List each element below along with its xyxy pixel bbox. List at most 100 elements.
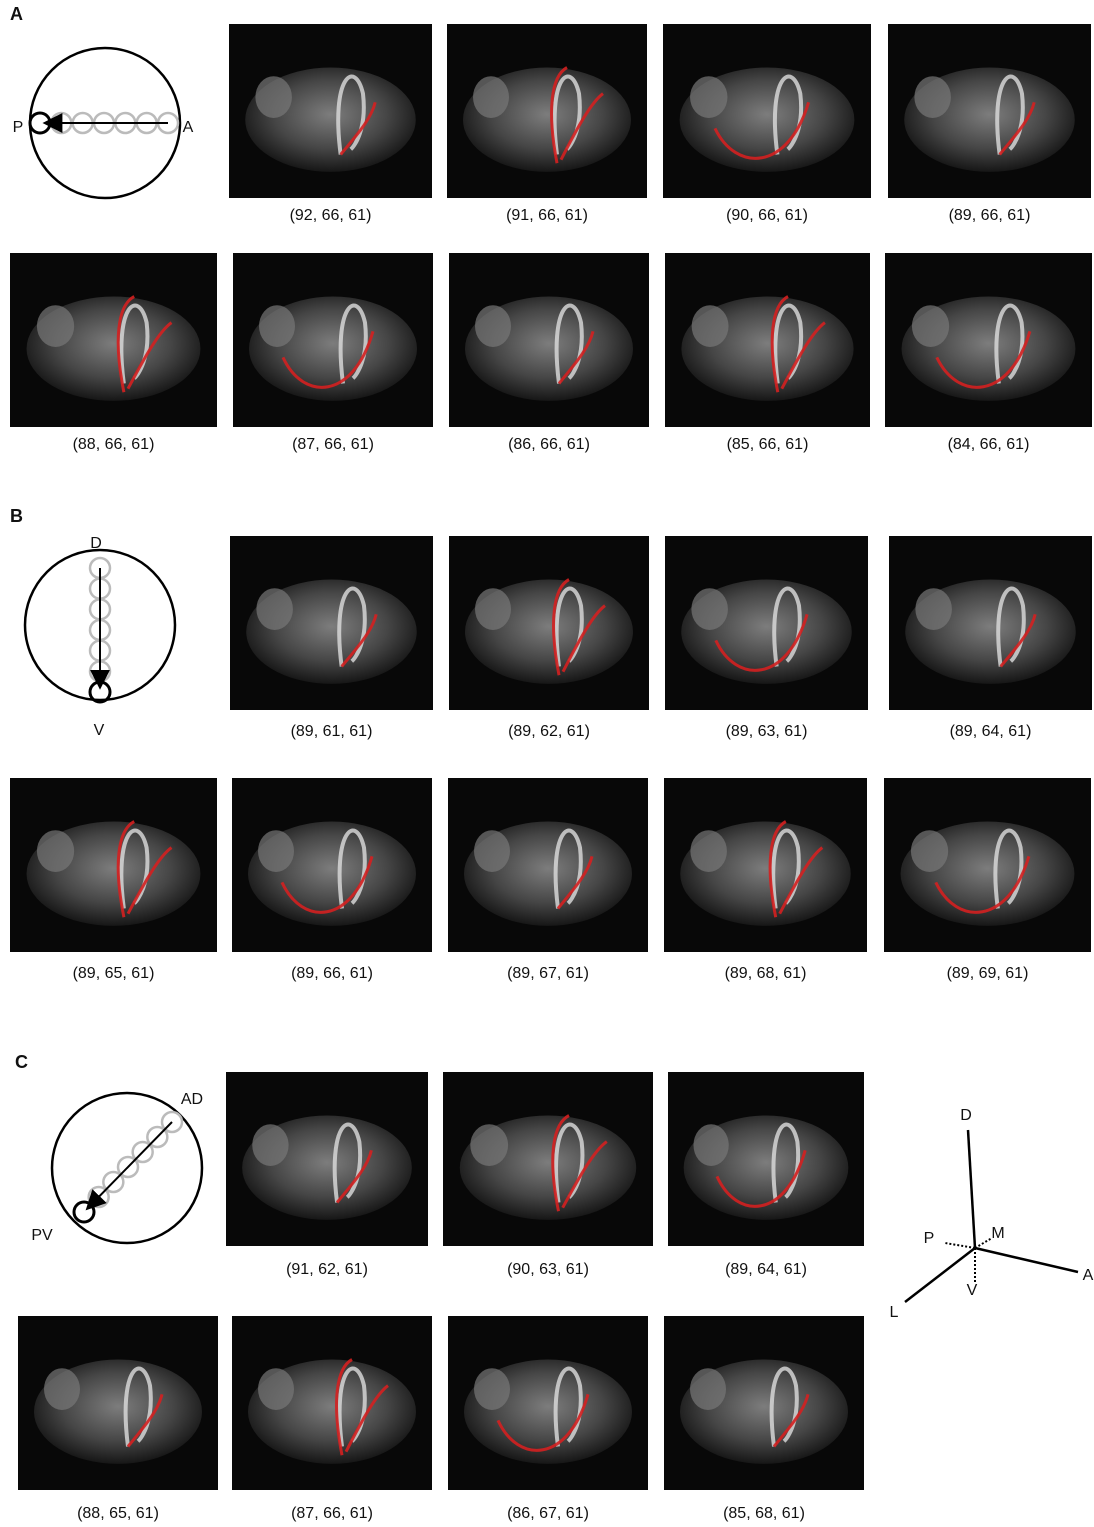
cerebellum bbox=[690, 830, 727, 872]
tract-image bbox=[232, 778, 432, 952]
image-caption: (89, 64, 61) bbox=[950, 723, 1032, 740]
direction-label: A bbox=[183, 119, 194, 136]
cerebellum bbox=[474, 1368, 510, 1410]
cerebellum bbox=[255, 76, 292, 118]
image-caption: (90, 63, 61) bbox=[507, 1261, 589, 1278]
tract-image bbox=[229, 24, 432, 198]
tract-image bbox=[448, 778, 648, 952]
tract-image bbox=[10, 253, 217, 427]
axes-diagram: D P M A V L bbox=[890, 1107, 1094, 1321]
image-caption: (87, 66, 61) bbox=[292, 436, 374, 453]
axis-label: D bbox=[960, 1107, 972, 1124]
direction-label: V bbox=[94, 722, 105, 739]
image-caption: (86, 66, 61) bbox=[508, 436, 590, 453]
direction-label: P bbox=[13, 119, 24, 136]
tract-image bbox=[665, 253, 870, 427]
tract-image bbox=[449, 253, 649, 427]
cerebellum bbox=[690, 76, 727, 118]
tract-image bbox=[448, 1316, 648, 1490]
image-caption: (89, 64, 61) bbox=[725, 1261, 807, 1278]
cerebellum bbox=[691, 588, 728, 630]
axis-line bbox=[975, 1238, 992, 1248]
cerebellum bbox=[258, 830, 294, 872]
image-caption: (89, 65, 61) bbox=[73, 965, 155, 982]
cerebellum bbox=[259, 305, 295, 347]
tract-image bbox=[18, 1316, 218, 1490]
cerebellum bbox=[915, 588, 952, 630]
cerebellum bbox=[690, 1368, 726, 1410]
axis-line bbox=[945, 1243, 975, 1248]
axis-label: L bbox=[890, 1304, 899, 1321]
image-caption: (89, 66, 61) bbox=[949, 207, 1031, 224]
image-caption: (89, 67, 61) bbox=[507, 965, 589, 982]
cerebellum bbox=[474, 830, 510, 872]
image-caption: (85, 66, 61) bbox=[727, 436, 809, 453]
cerebellum bbox=[37, 830, 74, 872]
tract-image bbox=[443, 1072, 653, 1246]
image-caption: (92, 66, 61) bbox=[290, 207, 372, 224]
cerebellum bbox=[914, 76, 951, 118]
cerebellum bbox=[252, 1124, 288, 1166]
direction-label: PV bbox=[31, 1227, 53, 1244]
tract-image bbox=[233, 253, 433, 427]
axis-label: P bbox=[924, 1230, 935, 1247]
image-caption: (89, 61, 61) bbox=[291, 723, 373, 740]
tract-image bbox=[232, 1316, 432, 1490]
tract-image bbox=[884, 778, 1091, 952]
cerebellum bbox=[692, 305, 729, 347]
tract-image bbox=[664, 778, 867, 952]
image-caption: (91, 62, 61) bbox=[286, 1261, 368, 1278]
image-caption: (89, 62, 61) bbox=[508, 723, 590, 740]
cerebellum bbox=[475, 588, 511, 630]
image-caption: (89, 69, 61) bbox=[947, 965, 1029, 982]
cerebellum bbox=[258, 1368, 294, 1410]
cerebellum bbox=[44, 1368, 80, 1410]
image-caption: (86, 67, 61) bbox=[507, 1505, 589, 1522]
image-caption: (87, 66, 61) bbox=[291, 1505, 373, 1522]
panel-label: C bbox=[15, 1052, 28, 1072]
axis-label: M bbox=[991, 1225, 1004, 1242]
tract-image bbox=[888, 24, 1091, 198]
panel-label: A bbox=[10, 4, 23, 24]
axis-label: A bbox=[1083, 1267, 1094, 1284]
image-caption: (91, 66, 61) bbox=[506, 207, 588, 224]
axis-line bbox=[905, 1248, 975, 1302]
direction-label: D bbox=[90, 535, 102, 552]
direction-label: AD bbox=[181, 1091, 203, 1108]
tract-image bbox=[885, 253, 1092, 427]
tract-image bbox=[889, 536, 1092, 710]
image-caption: (84, 66, 61) bbox=[948, 436, 1030, 453]
figure: A P A (92, 66, 61) (91, 66, 61) (90, 66, 61) (… bbox=[0, 0, 1094, 1527]
image-caption: (88, 66, 61) bbox=[73, 436, 155, 453]
axis-label: V bbox=[967, 1282, 978, 1299]
axis-line bbox=[975, 1248, 1078, 1272]
tract-image bbox=[449, 536, 649, 710]
image-caption: (85, 68, 61) bbox=[723, 1505, 805, 1522]
panel: A P A (92, 66, 61) (91, 66, 61) (90, 66, 61) (… bbox=[10, 4, 1092, 453]
cerebellum bbox=[912, 305, 949, 347]
tract-image bbox=[663, 24, 871, 198]
cerebellum bbox=[256, 588, 293, 630]
cerebellum bbox=[475, 305, 511, 347]
tract-image bbox=[10, 778, 217, 952]
tract-image bbox=[447, 24, 647, 198]
cerebellum bbox=[473, 76, 509, 118]
cerebellum bbox=[693, 1124, 728, 1166]
panel-label: B bbox=[10, 506, 23, 526]
direction-arrow bbox=[88, 1122, 172, 1208]
tract-image bbox=[226, 1072, 428, 1246]
cerebellum bbox=[470, 1124, 508, 1166]
image-caption: (90, 66, 61) bbox=[726, 207, 808, 224]
cerebellum bbox=[911, 830, 948, 872]
axis-line bbox=[968, 1130, 975, 1248]
tract-image bbox=[664, 1316, 864, 1490]
tract-image bbox=[668, 1072, 864, 1246]
tract-image bbox=[230, 536, 433, 710]
image-caption: (88, 65, 61) bbox=[77, 1505, 159, 1522]
panel: C AD PV (91, 62, 61) (90, 63, 61) (89, 64, 61… bbox=[15, 1052, 864, 1522]
tract-image bbox=[665, 536, 868, 710]
image-caption: (89, 63, 61) bbox=[726, 723, 808, 740]
image-caption: (89, 66, 61) bbox=[291, 965, 373, 982]
image-caption: (89, 68, 61) bbox=[725, 965, 807, 982]
cerebellum bbox=[37, 305, 74, 347]
